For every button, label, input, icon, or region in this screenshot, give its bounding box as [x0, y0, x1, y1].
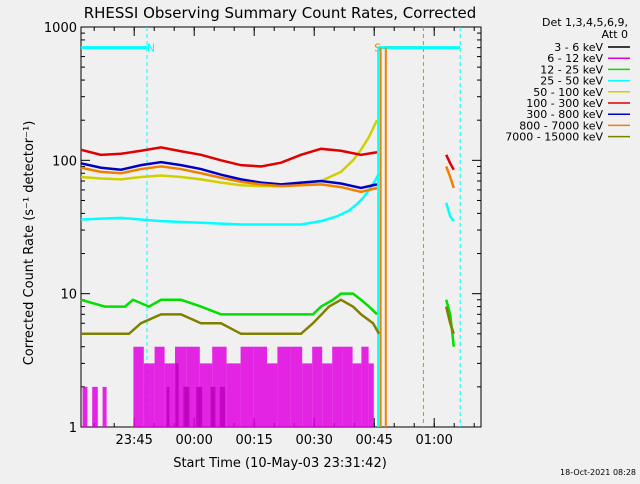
- count-segment: [290, 346, 303, 427]
- series-line: [445, 165, 455, 189]
- legend-label: 6 - 12 keV: [547, 52, 603, 65]
- count-segment: [277, 346, 291, 427]
- count-segment: [332, 346, 343, 427]
- observing-markers: NS: [81, 27, 461, 427]
- count-segment: [199, 363, 213, 427]
- series-25-50keV: [80, 172, 455, 226]
- chart-title: RHESSI Observing Summary Count Rates, Co…: [84, 4, 477, 22]
- y-tick-label: 10: [60, 288, 77, 303]
- legend-header: Att 0: [602, 28, 628, 41]
- count-segment: [240, 346, 254, 427]
- series-6-12keV: [82, 346, 374, 427]
- legend-label: 3 - 6 keV: [554, 41, 603, 54]
- y-axis-label: Corrected Count Rate (s⁻¹ detector⁻¹): [22, 121, 37, 366]
- series-line: [80, 292, 378, 316]
- series-line: [444, 306, 455, 335]
- count-segment: [186, 346, 200, 427]
- count-segment: [133, 346, 144, 427]
- x-tick-label: 23:45: [115, 433, 152, 448]
- x-tick-label: 01:00: [415, 433, 452, 448]
- x-tick-label: 00:45: [355, 433, 392, 448]
- x-axis-label: Start Time (10-May-03 23:31:42): [173, 456, 387, 471]
- count-segment: [361, 346, 369, 427]
- count-segment: [212, 346, 227, 427]
- series-line: [80, 172, 381, 226]
- series-300-800keV: [80, 160, 378, 190]
- series-line: [80, 160, 378, 190]
- count-segment: [368, 363, 374, 427]
- legend-label: 12 - 25 keV: [540, 63, 603, 76]
- count-segment: [82, 386, 88, 427]
- y-axis: 1 10 100 1000: [44, 21, 481, 436]
- count-segment: [164, 363, 175, 427]
- count-segment: [352, 363, 362, 427]
- series-7000-15000keV: [81, 298, 455, 336]
- x-axis: 23:45 00:00 00:15 00:30 00:45 01:00: [93, 27, 475, 448]
- count-segment: [322, 363, 333, 427]
- series-line: [81, 298, 381, 336]
- legend-label: 100 - 300 keV: [526, 97, 603, 110]
- legend-label: 7000 - 15000 keV: [505, 131, 603, 144]
- series-line: [445, 154, 455, 171]
- series-50-100keV: [80, 119, 379, 188]
- y-tick-label: 1: [69, 421, 77, 436]
- count-segment: [253, 346, 267, 427]
- y-tick-label: 100: [52, 154, 77, 169]
- x-tick-label: 00:15: [235, 433, 272, 448]
- legend-header: Det 1,3,4,5,6,9,: [542, 16, 628, 29]
- series-100-300keV: [80, 146, 455, 171]
- series-line: [80, 119, 379, 188]
- y-tick-label: 1000: [44, 21, 77, 36]
- series-line: [80, 165, 378, 194]
- count-segment: [342, 346, 353, 427]
- legend-label: 25 - 50 keV: [540, 75, 603, 88]
- count-segment: [143, 363, 155, 427]
- footer-timestamp: 18-Oct-2021 08:28: [560, 468, 636, 477]
- marker-label: N: [147, 42, 155, 55]
- count-segment: [92, 386, 98, 427]
- legend-label: 300 - 800 keV: [526, 108, 603, 121]
- count-segment: [267, 363, 278, 427]
- x-tick-label: 00:00: [175, 433, 212, 448]
- legend-label: 800 - 7000 keV: [519, 119, 603, 132]
- count-segment: [154, 346, 165, 427]
- count-segment: [302, 363, 313, 427]
- series-line: [445, 202, 455, 222]
- legend-label: 50 - 100 keV: [533, 86, 603, 99]
- series-lines: [80, 119, 456, 427]
- count-segment: [175, 346, 187, 427]
- count-segment: [226, 363, 241, 427]
- series-line: [444, 299, 456, 347]
- count-segment: [102, 386, 107, 427]
- series-800-7000keV: [80, 165, 455, 194]
- series-12-25keV: [80, 292, 456, 347]
- series-line: [80, 146, 378, 168]
- x-tick-label: 00:30: [295, 433, 332, 448]
- count-segment: [312, 346, 323, 427]
